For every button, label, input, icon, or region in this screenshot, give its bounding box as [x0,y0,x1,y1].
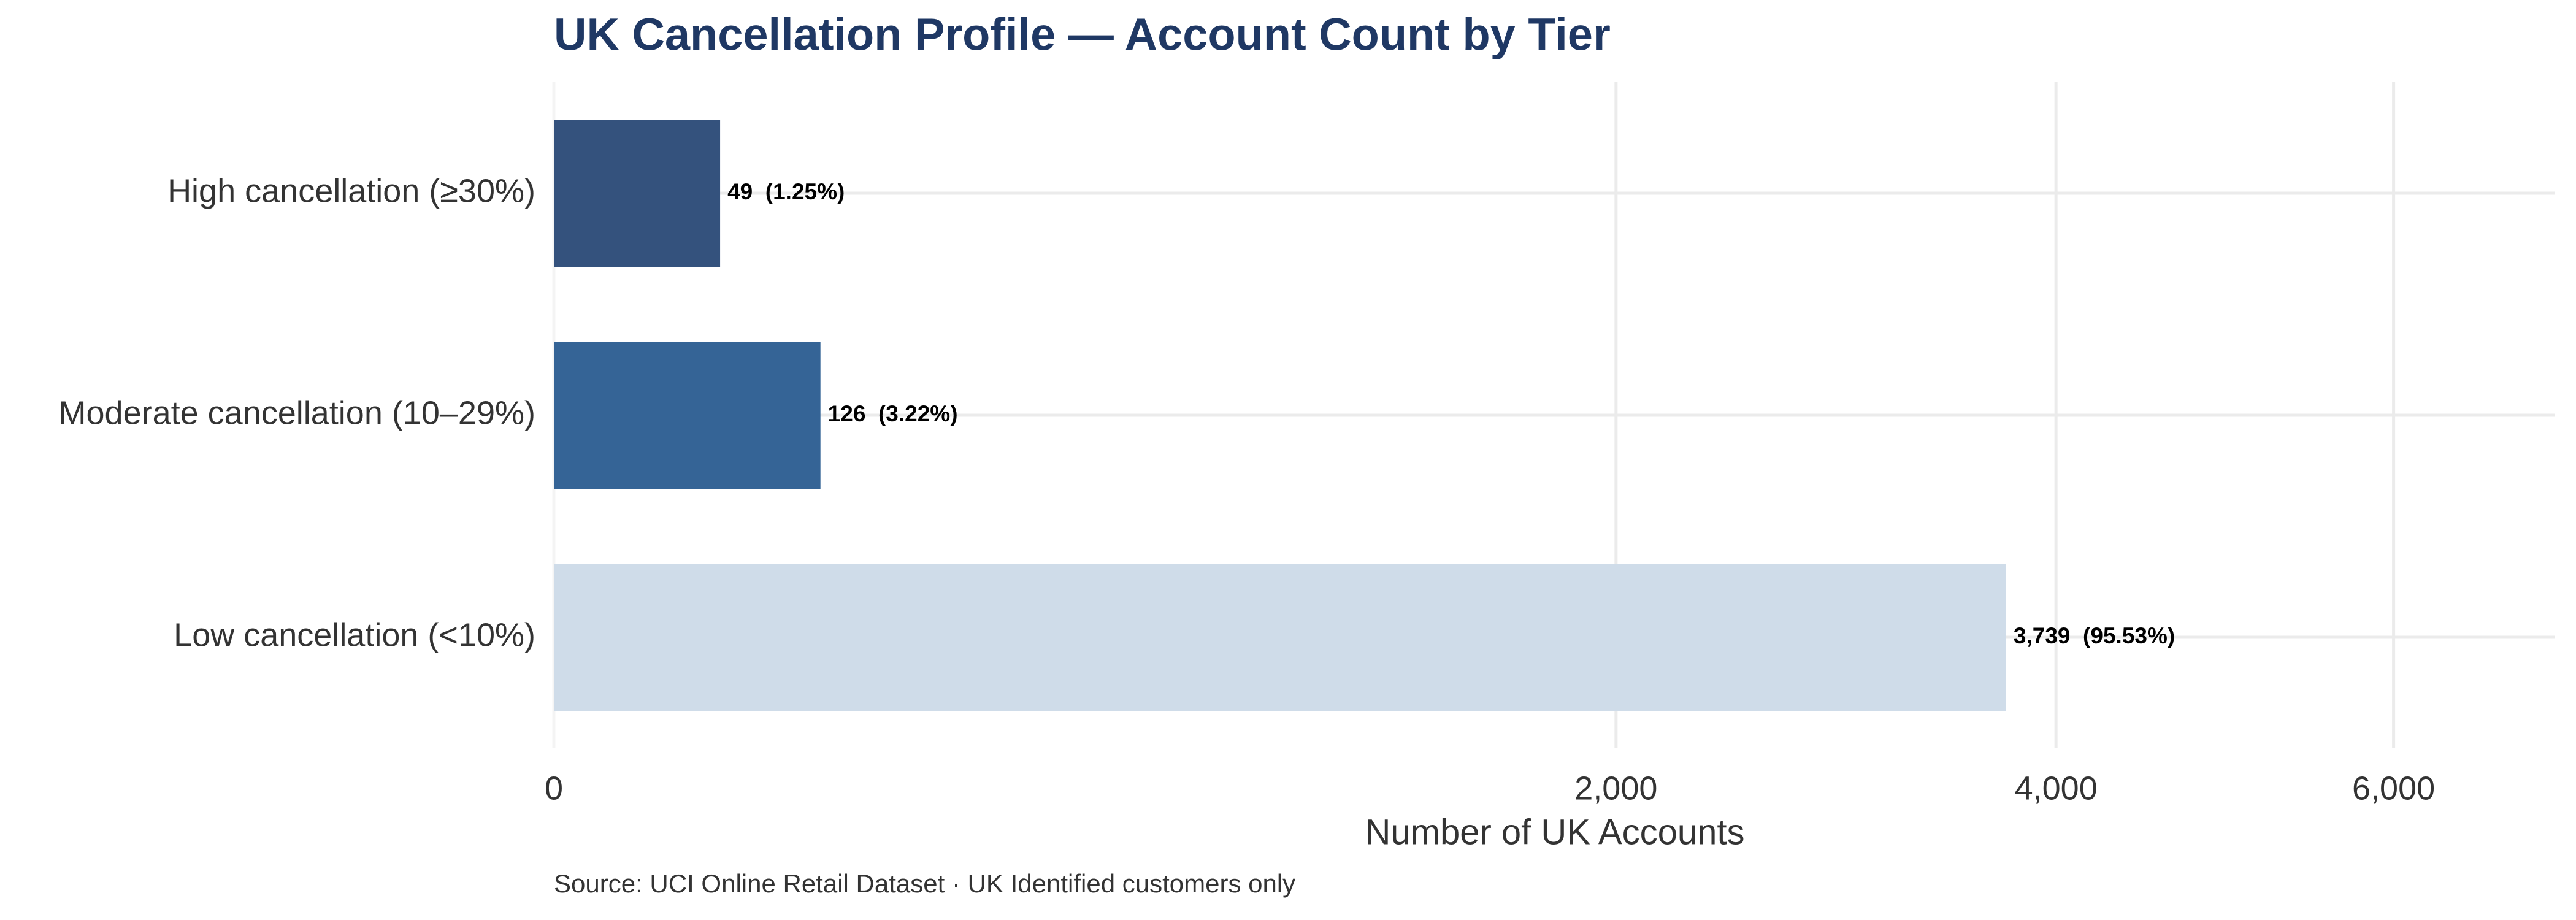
x-tick-label: 6,000 [2352,770,2435,807]
bar [554,564,2006,711]
y-tick-label: Low cancellation (<10%) [174,616,535,653]
value-label: 49 (1.25%) [727,179,845,204]
source-note: Source: UCI Online Retail Dataset · UK I… [554,869,1295,898]
bar [554,120,721,267]
x-axis-label: Number of UK Accounts [1365,812,1745,852]
y-tick-label: Moderate cancellation (10–29%) [59,394,535,431]
value-label: 126 (3.22%) [828,401,958,426]
x-tick-label: 4,000 [2015,770,2098,807]
bar [554,342,821,489]
y-tick-label: High cancellation (≥30%) [167,172,535,209]
x-tick-label: 2,000 [1574,770,1657,807]
value-label: 3,739 (95.53%) [2014,623,2175,648]
chart-title: UK Cancellation Profile — Account Count … [554,9,1611,60]
x-tick-label: 0 [545,770,563,807]
